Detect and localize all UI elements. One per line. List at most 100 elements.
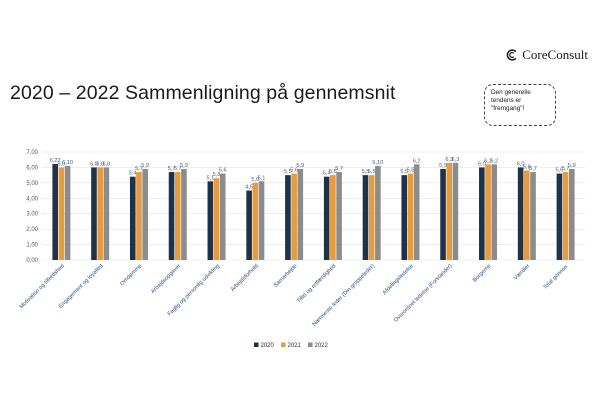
- legend-label-2021: 2021: [288, 343, 302, 349]
- y-tick-label: 7,00: [26, 150, 38, 156]
- legend-label-2020: 2020: [261, 343, 275, 349]
- bar-2021: [485, 164, 491, 260]
- bar-2020: [129, 176, 136, 260]
- data-label: 6,0: [478, 161, 486, 167]
- bar-2021: [291, 173, 297, 260]
- category-label: Afdelingsledelse: [382, 263, 415, 296]
- bar-2022: [375, 165, 381, 260]
- bar-2021: [136, 172, 142, 260]
- data-label: 5,7: [174, 166, 182, 172]
- data-label: 6,2: [413, 158, 421, 164]
- bar-2020: [440, 168, 446, 260]
- bar-2022: [219, 173, 226, 260]
- data-label: 5,5: [284, 169, 292, 175]
- bar-2022: [336, 172, 342, 260]
- bar-2020: [362, 175, 369, 260]
- bar-2022: [142, 168, 148, 260]
- y-tick-label: 5,00: [26, 181, 38, 187]
- brand-name: CoreConsult: [522, 47, 588, 62]
- data-label: 5,4: [129, 171, 137, 177]
- bar-2021: [407, 173, 414, 260]
- bar-2022: [569, 168, 575, 260]
- data-label: 6,2: [490, 158, 498, 164]
- data-label: 6,3: [452, 157, 460, 163]
- data-label: 5,9: [296, 163, 304, 169]
- bar-2021: [58, 167, 65, 260]
- y-tick-label: 2,00: [26, 227, 38, 233]
- data-label: 5,9: [180, 163, 188, 169]
- legend-label-2022: 2022: [315, 343, 329, 349]
- bar-2022: [491, 164, 498, 260]
- legend-swatch-2020: [254, 342, 259, 347]
- bar-2020: [323, 176, 330, 260]
- data-label: 5,9: [141, 163, 149, 169]
- data-label: 5,4: [323, 171, 331, 177]
- brand-logo: CoreConsult: [505, 47, 588, 63]
- bar-2020: [479, 167, 485, 260]
- category-label: Motivation og tilfredshed: [19, 263, 66, 310]
- bar-2021: [174, 172, 181, 260]
- category-label: Tillid og retfærdighed: [296, 263, 337, 304]
- data-label: 5,7: [529, 166, 537, 172]
- data-label: 5,1: [258, 175, 266, 181]
- data-label: 5,6: [556, 168, 564, 174]
- data-label: 5,9: [568, 163, 576, 169]
- bar-2021: [252, 182, 259, 260]
- data-label: 5,9: [439, 163, 447, 169]
- bar-2020: [401, 175, 408, 260]
- bar-2022: [258, 181, 265, 260]
- bar-2020: [517, 167, 524, 260]
- bar-2022: [452, 162, 459, 260]
- category-label: Borgerne: [472, 263, 493, 284]
- bar-2020: [207, 181, 214, 260]
- legend-swatch-2022: [308, 342, 313, 347]
- data-label: 6,3: [445, 157, 453, 163]
- data-label: 5,5: [400, 169, 408, 175]
- callout-note: Den generelle tendens er "fremgang"!: [484, 84, 556, 126]
- category-label: Nærmeste leder (Din gruppeleder): [312, 263, 377, 328]
- coreconsult-logo-icon: [506, 49, 517, 61]
- category-label: Omdømme: [119, 263, 143, 287]
- y-tick-label: 0,00: [26, 258, 38, 264]
- data-label: 5,7: [168, 166, 176, 172]
- bar-2020: [285, 175, 291, 260]
- data-label: 6,0: [96, 161, 104, 167]
- bar-2021: [562, 172, 569, 260]
- page-title: 2020 – 2022 Sammenligning på gennemsnit: [10, 82, 396, 104]
- data-label: 6,0: [517, 161, 525, 167]
- bar-2021: [446, 162, 453, 260]
- data-label: 6,0: [102, 161, 110, 167]
- bar-2020: [168, 172, 175, 260]
- category-label: Samarbejde: [273, 263, 299, 289]
- bar-2021: [213, 178, 220, 260]
- bar-2022: [297, 168, 304, 260]
- bar-2022: [64, 165, 71, 260]
- data-label: 5,6: [219, 168, 227, 174]
- data-label: 6,0: [58, 161, 66, 167]
- bar-2022: [181, 168, 187, 260]
- bar-2021: [524, 170, 530, 260]
- data-label: 6,10: [62, 160, 73, 166]
- category-label: Arbejdsopgaver: [150, 263, 182, 295]
- data-label: 5,7: [135, 166, 143, 172]
- data-label: 6,0: [90, 161, 98, 167]
- data-label: 6,10: [372, 160, 383, 166]
- data-label: 5,5: [329, 169, 337, 175]
- category-label: Værdier: [513, 263, 531, 281]
- category-label: Engagement og loyalitet: [58, 263, 105, 310]
- bar-2021: [368, 175, 375, 260]
- y-tick-label: 1,00: [26, 243, 38, 249]
- bar-2020: [556, 173, 563, 260]
- data-label: 5,0: [251, 177, 259, 183]
- category-label: Arbejdsforhold: [230, 263, 260, 293]
- bar-2022: [530, 172, 536, 260]
- y-tick-label: 3,00: [26, 212, 38, 218]
- y-tick-label: 4,00: [26, 196, 38, 202]
- category-label: Total gennsn.: [542, 263, 570, 291]
- data-label: 5,5: [368, 169, 376, 175]
- data-label: 6,2: [484, 158, 492, 164]
- bar-2022: [103, 167, 110, 260]
- data-label: 5,7: [335, 166, 343, 172]
- data-label: 5,3: [213, 172, 221, 178]
